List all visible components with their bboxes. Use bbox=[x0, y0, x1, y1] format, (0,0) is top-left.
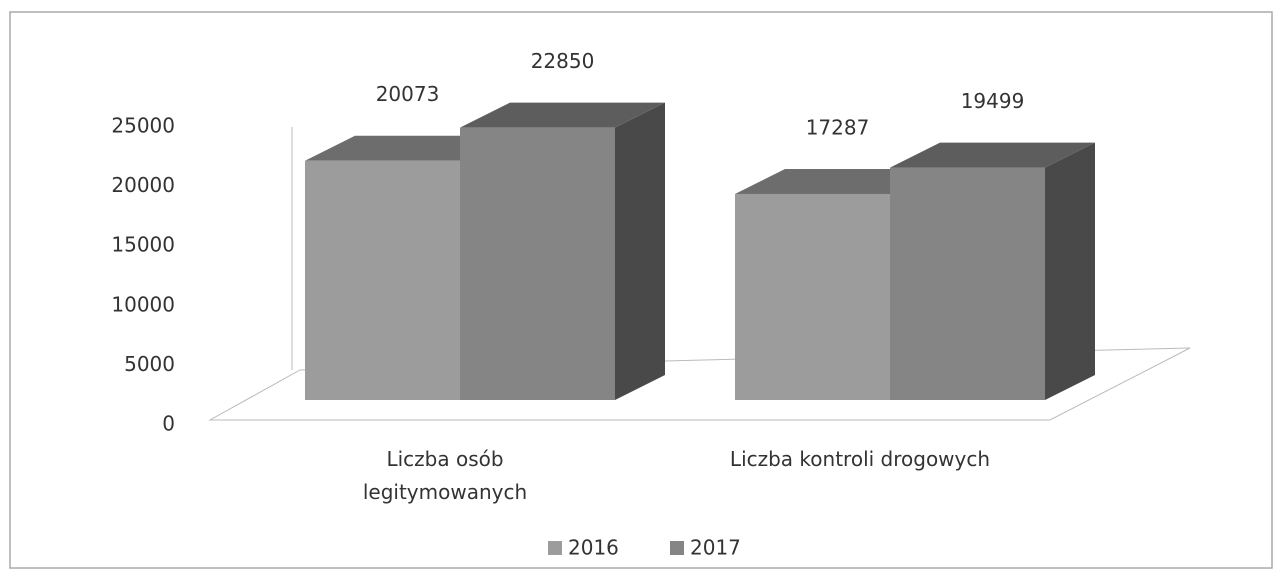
value-label: 17287 bbox=[806, 115, 870, 139]
legend-label: 2016 bbox=[568, 536, 619, 560]
bar-top bbox=[460, 102, 665, 128]
value-label: 20073 bbox=[376, 82, 440, 106]
value-label: 19499 bbox=[961, 89, 1025, 113]
bar-front bbox=[735, 193, 890, 400]
bar-front bbox=[460, 127, 615, 401]
y-tick-label: 25000 bbox=[111, 114, 175, 138]
legend-swatch bbox=[670, 541, 684, 555]
bar-side bbox=[615, 102, 665, 401]
bar-front bbox=[305, 160, 460, 400]
x-tick-label: Liczba osób legitymowanych bbox=[362, 447, 528, 504]
bar-side bbox=[1045, 142, 1095, 401]
bar-front bbox=[890, 167, 1045, 400]
bar-top bbox=[305, 135, 510, 161]
floor bbox=[208, 347, 1191, 421]
chart-border bbox=[9, 11, 1273, 569]
bar-top bbox=[735, 168, 940, 194]
bar bbox=[460, 102, 665, 401]
y-tick-label: 10000 bbox=[111, 292, 175, 316]
bar-top bbox=[890, 142, 1095, 168]
y-tick-label: 5000 bbox=[124, 352, 175, 376]
value-label: 22850 bbox=[531, 49, 595, 73]
bar bbox=[890, 142, 1095, 401]
y-tick-label: 20000 bbox=[111, 173, 175, 197]
y-tick-label: 15000 bbox=[111, 233, 175, 257]
legend-label: 2017 bbox=[690, 536, 741, 560]
y-tick-label: 0 bbox=[162, 412, 175, 436]
x-tick-label: Liczba kontroli drogowych bbox=[729, 447, 991, 471]
legend-swatch bbox=[548, 541, 562, 555]
